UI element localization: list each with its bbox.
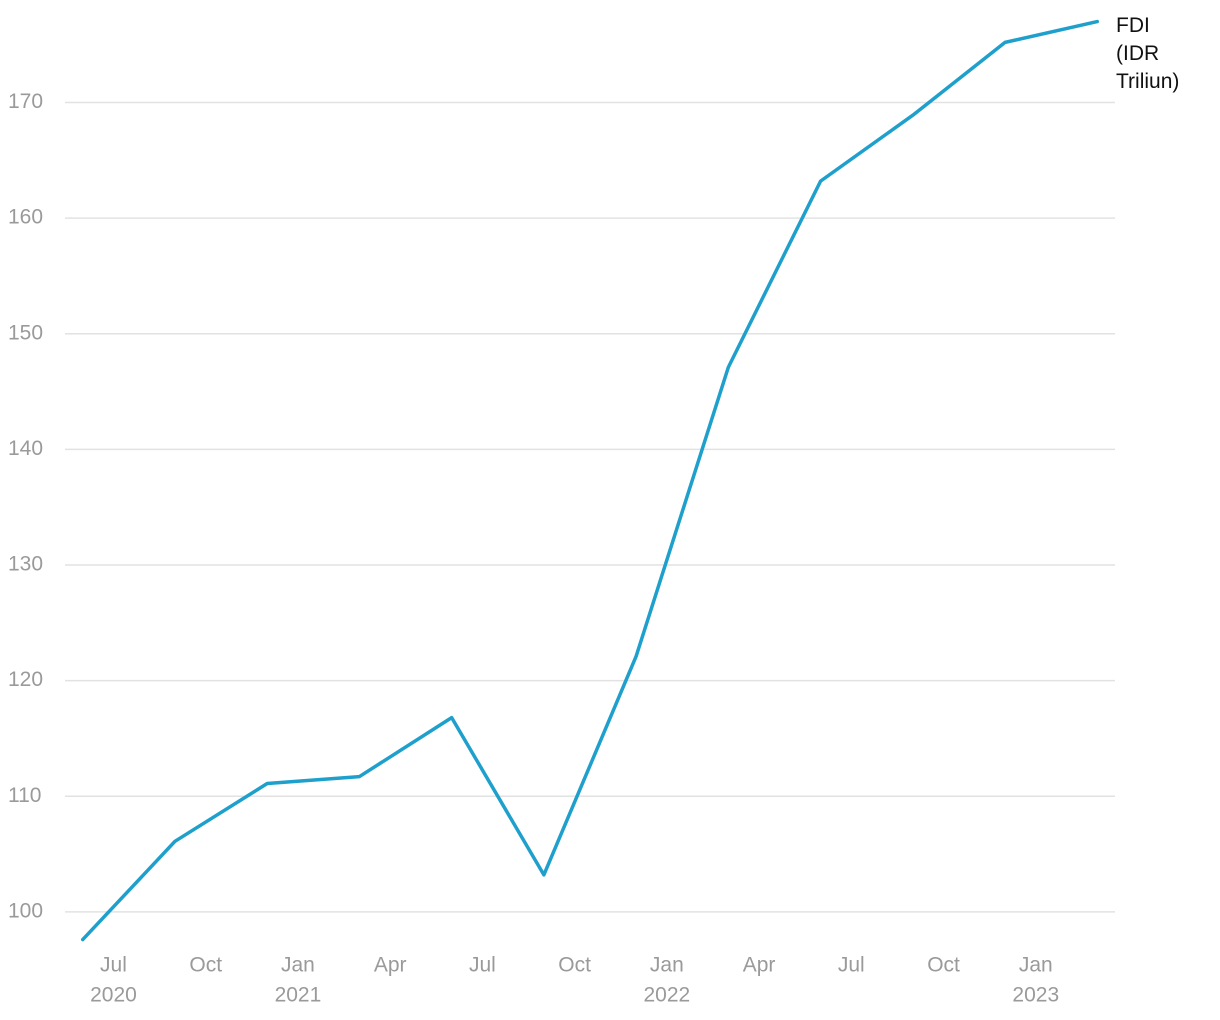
x-tick-year: 2022 [643,984,690,1007]
x-tick-label: Apr [374,954,407,977]
x-tick-label: Jan [650,954,684,977]
y-tick-label: 120 [8,668,43,691]
x-tick-year: 2023 [1012,984,1059,1007]
y-tick-label: 140 [8,437,43,460]
x-tick-label: Jan [1019,954,1053,977]
x-tick-year: 2020 [90,984,137,1007]
data-line [80,19,1100,942]
x-tick-label: Jul [838,954,865,977]
x-tick-label: Apr [743,954,776,977]
series-label: FDI (IDR Triliun) [1116,14,1180,93]
x-tick-label: Oct [927,954,960,977]
x-tick-label: Oct [189,954,222,977]
x-tick-label: Oct [558,954,591,977]
y-tick-label: 160 [8,206,43,229]
x-tick-label: Jan [281,954,315,977]
y-tick-label: 100 [8,899,43,922]
y-tick-label: 170 [8,90,43,113]
x-tick-year: 2021 [275,984,322,1007]
y-tick-label: 130 [8,553,43,576]
x-tick-label: Jul [100,954,127,977]
y-tick-label: 110 [8,784,41,807]
x-tick-label: Jul [469,954,496,977]
y-tick-label: 150 [8,321,43,344]
